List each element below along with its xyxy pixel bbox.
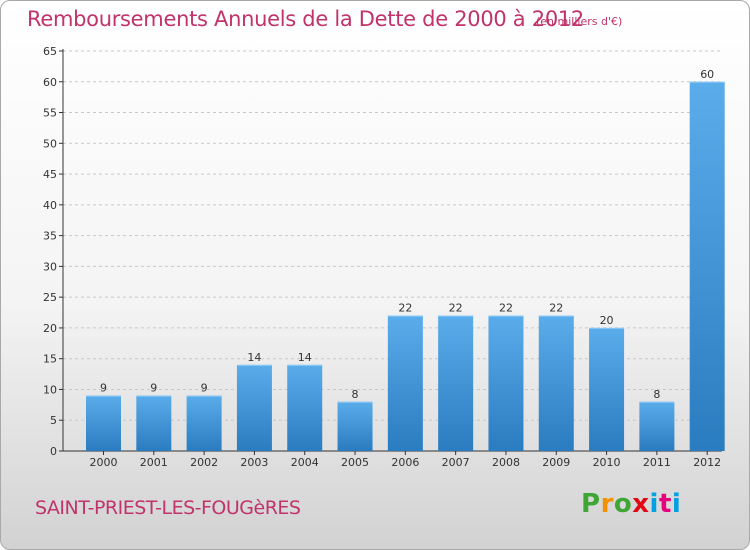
x-tick-label: 2006 — [391, 456, 419, 469]
logo-letter: P — [581, 489, 601, 519]
logo-letter: i — [671, 489, 682, 519]
bar-2011 — [639, 401, 675, 451]
bar-2003 — [236, 364, 272, 451]
bar-2008 — [488, 315, 524, 451]
bar-2005 — [337, 401, 373, 451]
bar-2001 — [136, 395, 172, 451]
y-tick-label: 20 — [43, 322, 57, 335]
y-tick-label: 35 — [43, 230, 57, 243]
data-label: 9 — [100, 382, 107, 395]
y-tick-label: 5 — [50, 414, 57, 427]
y-tick-label: 50 — [43, 137, 57, 150]
y-tick-label: 60 — [43, 76, 57, 89]
y-tick-label: 10 — [43, 383, 57, 396]
data-label: 60 — [700, 68, 714, 81]
proxiti-logo: Proxiti — [581, 489, 681, 519]
x-tick-label: 2004 — [291, 456, 319, 469]
data-label: 8 — [352, 388, 359, 401]
bar-2007 — [438, 315, 474, 451]
data-label: 22 — [549, 302, 563, 315]
x-tick-label: 2008 — [492, 456, 520, 469]
y-tick-label: 15 — [43, 353, 57, 366]
data-label: 8 — [653, 388, 660, 401]
x-tick-label: 2009 — [542, 456, 570, 469]
bar-2000 — [86, 395, 121, 451]
bar-2012 — [689, 81, 725, 452]
x-tick-label: 2003 — [240, 456, 268, 469]
location-name: SAINT-PRIEST-LES-FOUGèRES — [35, 497, 301, 519]
y-tick-label: 45 — [43, 168, 57, 181]
data-label: 9 — [201, 382, 208, 395]
chart-title: Remboursements Annuels de la Dette de 20… — [27, 7, 584, 31]
data-label: 22 — [398, 302, 412, 315]
labels: 2000 9 2001 9 2002 9 2003 14 2004 14 2005 8 2006 22 20… — [90, 68, 722, 469]
bar-2002 — [186, 395, 222, 451]
data-label: 9 — [150, 382, 157, 395]
x-tick-label: 2012 — [693, 456, 721, 469]
logo-letter: t — [658, 489, 672, 519]
logo-letter: x — [632, 489, 650, 519]
data-label: 20 — [600, 314, 614, 327]
y-tick-label: 0 — [50, 445, 57, 458]
logo-letter: i — [649, 489, 659, 519]
data-label: 14 — [247, 351, 261, 364]
x-tick-label: 2002 — [190, 456, 218, 469]
x-tick-label: 2007 — [442, 456, 470, 469]
bar-2009 — [538, 315, 574, 451]
chart-subtitle: (en milliers d'€) — [536, 15, 623, 28]
logo-letter: o — [613, 489, 633, 519]
data-label: 14 — [298, 351, 312, 364]
y-tick-label: 40 — [43, 199, 57, 212]
y-tick-label: 30 — [43, 260, 57, 273]
x-tick-label: 2000 — [90, 456, 118, 469]
y-tick-label: 25 — [43, 291, 57, 304]
x-tick-label: 2005 — [341, 456, 369, 469]
y-tick-label: 65 — [43, 45, 57, 58]
x-tick-label: 2011 — [643, 456, 671, 469]
x-tick-label: 2010 — [593, 456, 621, 469]
bars — [86, 81, 725, 452]
data-label: 22 — [449, 302, 463, 315]
bar-2010 — [589, 327, 625, 451]
bar-2006 — [387, 315, 423, 451]
data-label: 22 — [499, 302, 513, 315]
y-tick-label: 55 — [43, 107, 57, 120]
logo-letter: r — [600, 489, 614, 519]
grid-lines — [63, 50, 722, 421]
x-tick-label: 2001 — [140, 456, 168, 469]
bar-2004 — [287, 364, 323, 451]
